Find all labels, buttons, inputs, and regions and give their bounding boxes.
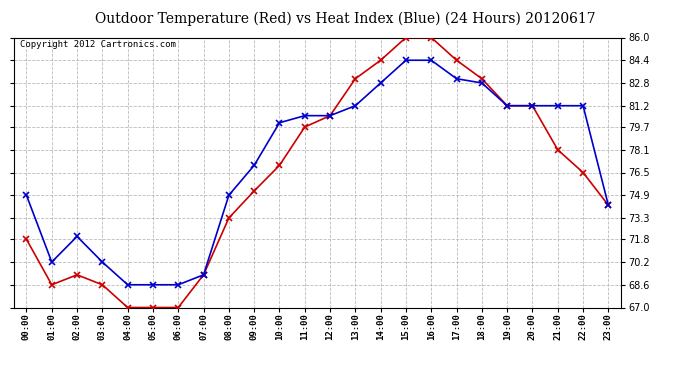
Text: Copyright 2012 Cartronics.com: Copyright 2012 Cartronics.com [20,40,176,49]
Text: Outdoor Temperature (Red) vs Heat Index (Blue) (24 Hours) 20120617: Outdoor Temperature (Red) vs Heat Index … [95,11,595,26]
